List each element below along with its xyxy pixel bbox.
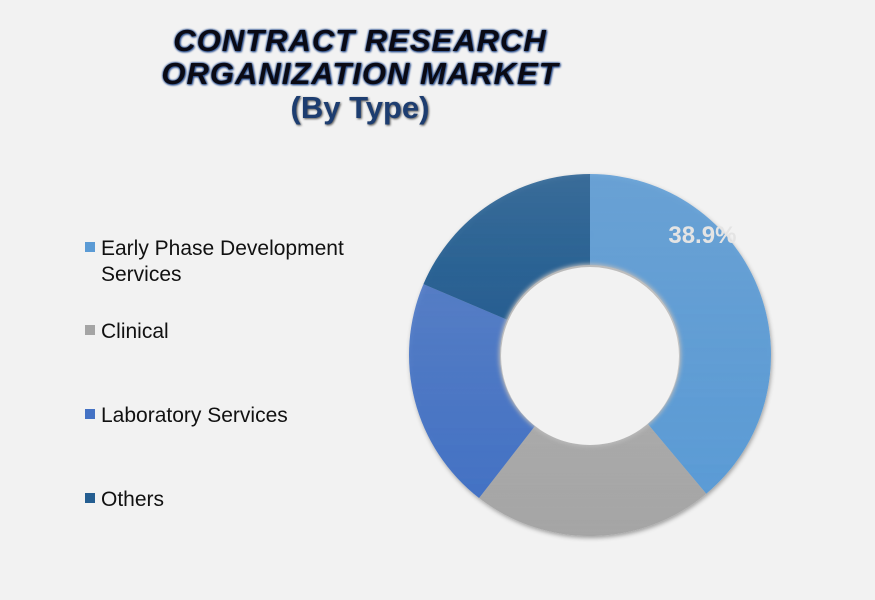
legend-label: Others — [101, 488, 165, 511]
chart-title: CONTRACT RESEARCH ORGANIZATION MARKET (B… — [80, 24, 640, 126]
legend-item-clinical: Clinical — [85, 319, 169, 345]
legend-label: Laboratory Services — [101, 404, 288, 427]
donut-hole — [501, 267, 679, 445]
chart-subtitle: (By Type) — [290, 90, 430, 125]
legend-item-others: Others — [85, 487, 164, 513]
legend-label: Clinical — [101, 320, 169, 343]
title-line-1: CONTRACT RESEARCH — [173, 23, 547, 58]
legend-swatch — [85, 242, 95, 252]
legend-swatch — [85, 409, 95, 419]
data-label: 38.9% — [668, 222, 736, 249]
legend-label: Early Phase Development Services — [101, 237, 344, 286]
title-line-2: ORGANIZATION MARKET — [161, 56, 559, 91]
slice-clinical — [479, 423, 707, 536]
slice-early-phase-development-services — [590, 174, 771, 494]
legend-swatch — [85, 493, 95, 503]
slice-others — [423, 174, 590, 320]
legend-swatch — [85, 325, 95, 335]
slice-laboratory-services — [409, 284, 535, 499]
legend-item-laboratory: Laboratory Services — [85, 403, 288, 429]
legend-item-early-phase: Early Phase Development Services — [85, 236, 381, 288]
